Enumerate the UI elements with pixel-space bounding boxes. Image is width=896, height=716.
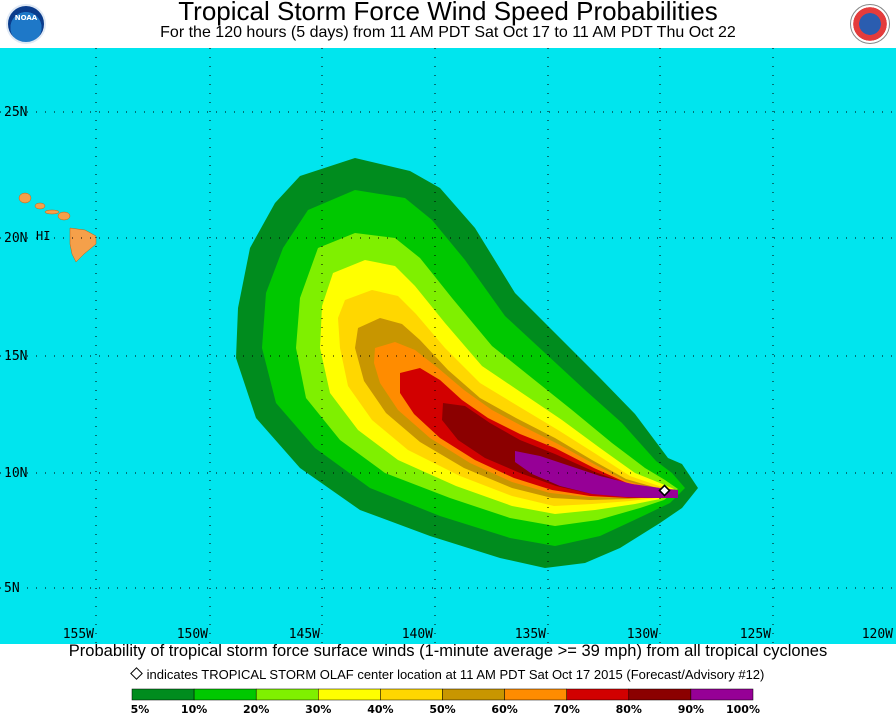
lon-label: 145W [289, 627, 320, 642]
noaa-logo-icon: NOAA [6, 4, 46, 44]
lat-label: 25N [4, 105, 27, 120]
legend-swatches [131, 688, 754, 701]
lat-label: 20N [4, 231, 27, 246]
lon-label: 130W [627, 627, 658, 642]
noaa-logo-text: NOAA [14, 14, 38, 22]
legend-swatch [442, 688, 505, 701]
map-subtitle: For the 120 hours (5 days) from 11 AM PD… [160, 24, 736, 41]
contour-60-percent [374, 342, 670, 498]
legend-label: 60% [491, 703, 517, 716]
marker-note: indicates TROPICAL STORM OLAF center loc… [0, 667, 896, 682]
map-title: Tropical Storm Force Wind Speed Probabil… [178, 0, 718, 26]
big-island [69, 227, 97, 263]
place-label-hi: HI [36, 229, 50, 243]
legend-labels: 5% 10% 20% 30% 40% 50% 60% 70% 80% 90% 100% [131, 703, 760, 716]
map-caption: Probability of tropical storm force surf… [68, 642, 828, 660]
legend-swatch [131, 688, 195, 701]
legend-label: 90% [678, 703, 704, 716]
molokai-island [44, 209, 60, 215]
marker-note-text: indicates TROPICAL STORM OLAF center loc… [146, 667, 765, 682]
nws-logo-icon [850, 4, 890, 44]
oahu-island [34, 202, 46, 210]
maui-island [57, 211, 71, 221]
legend-label: 20% [243, 703, 269, 716]
probability-legend: 5% 10% 20% 30% 40% 50% 60% 70% 80% 90% 100% [131, 688, 760, 716]
lat-label: 15N [4, 349, 27, 364]
legend-label: 80% [616, 703, 642, 716]
header: NOAA Tropical Storm Force Wind Speed Pro… [0, 0, 896, 48]
probability-map: 25N 20N 15N 10N 5N HI 155W 150W 145W 140… [0, 48, 896, 644]
lat-lon-grid [0, 48, 896, 644]
legend-swatch [255, 688, 319, 701]
legend-swatch [193, 688, 257, 701]
legend-swatch [628, 688, 692, 701]
lat-label: 5N [4, 581, 20, 596]
legend-label: 10% [181, 703, 207, 716]
legend-swatch [380, 688, 443, 701]
contour-50-percent [355, 318, 670, 500]
latitude-labels: 25N 20N 15N 10N 5N [4, 105, 27, 596]
hawaii-islands [18, 192, 97, 263]
lon-label: 140W [402, 627, 433, 642]
storm-center-diamond-marker-icon [658, 484, 671, 497]
lon-label: 125W [740, 627, 771, 642]
legend-swatch [566, 688, 630, 701]
lon-label: 120W [862, 627, 893, 642]
legend-swatch [690, 688, 754, 701]
diamond-marker-icon [129, 667, 143, 680]
contour-90-percent [515, 451, 678, 498]
legend-label: 5% [131, 703, 150, 716]
probability-contours [236, 158, 698, 568]
legend-swatch [318, 688, 381, 701]
longitude-labels: 155W 150W 145W 140W 135W 130W 125W 120W [63, 627, 893, 642]
lon-label: 155W [63, 627, 94, 642]
legend-label: 40% [367, 703, 393, 716]
legend-swatch [504, 688, 567, 701]
legend-label: 30% [305, 703, 331, 716]
kauai-island [18, 192, 32, 204]
lon-label: 135W [515, 627, 546, 642]
legend-label: 100% [726, 703, 760, 716]
lon-label: 150W [177, 627, 208, 642]
legend-label: 70% [554, 703, 580, 716]
lat-label: 10N [4, 466, 27, 481]
legend-label: 50% [429, 703, 455, 716]
